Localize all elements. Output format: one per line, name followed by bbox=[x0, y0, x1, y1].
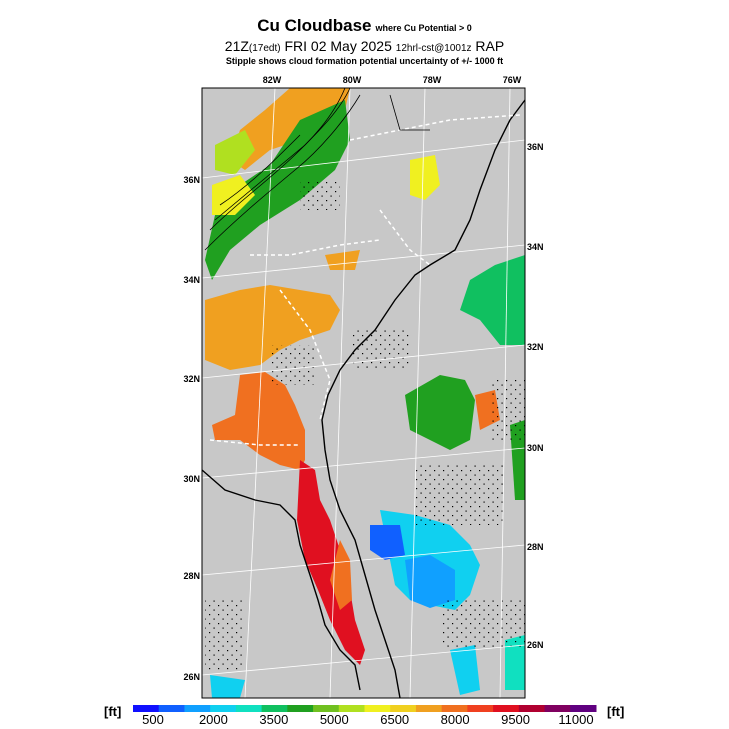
valid-date: FRI 02 May 2025 bbox=[284, 38, 392, 54]
cloudbase-fl-cape bbox=[370, 525, 405, 560]
colorbar-label: 8000 bbox=[440, 712, 470, 727]
colorbar-swatch bbox=[261, 705, 288, 712]
colorbar-swatch bbox=[390, 705, 417, 712]
lat-label: 28N bbox=[527, 542, 544, 552]
valid-hour: 21Z bbox=[224, 38, 249, 54]
lat-label: 36N bbox=[183, 175, 200, 185]
lat-labels-left: 36N 34N 32N 30N 28N 26N bbox=[183, 175, 200, 682]
lat-labels-right: 36N 34N 32N 30N 28N 26N bbox=[527, 142, 544, 650]
lat-label: 32N bbox=[527, 342, 544, 352]
colorbar-swatch bbox=[338, 705, 365, 712]
model-name: RAP bbox=[475, 38, 505, 54]
lat-label: 36N bbox=[527, 142, 544, 152]
lon-labels-top: 82W 80W 78W 76W bbox=[263, 75, 522, 85]
colorbar-swatch bbox=[570, 705, 597, 712]
colorbar-label: 5000 bbox=[319, 712, 349, 727]
colorbar-swatch bbox=[210, 705, 237, 712]
cloudbase-ga-sc bbox=[205, 285, 340, 370]
cloudbase-fl-peninsula bbox=[297, 460, 365, 665]
chart-title: Cu Cloudbase where Cu Potential > 0 bbox=[0, 16, 729, 36]
cloudbase-nc-piedmont bbox=[205, 100, 350, 280]
lat-label: 30N bbox=[527, 443, 544, 453]
colorbar-unit-left: [ft] bbox=[104, 704, 122, 719]
lat-label: 28N bbox=[183, 571, 200, 581]
valid-time-line: 21Z(17edt) FRI 02 May 2025 12hrl-cst@100… bbox=[0, 38, 729, 54]
state-borders bbox=[209, 114, 521, 446]
lat-label: 34N bbox=[527, 242, 544, 252]
colorbar-swatch bbox=[364, 705, 391, 712]
cloudbase-nc-mountains bbox=[230, 88, 350, 170]
lat-label: 34N bbox=[183, 275, 200, 285]
lat-label: 26N bbox=[183, 672, 200, 682]
colorbar-label: 3500 bbox=[259, 712, 289, 727]
title-note: where Cu Potential > 0 bbox=[375, 23, 472, 33]
cloudbase-atlantic-offshore bbox=[460, 255, 525, 345]
colorbar-swatch bbox=[184, 705, 211, 712]
local-time: (17edt) bbox=[248, 43, 281, 54]
colorbar-swatch bbox=[313, 705, 340, 712]
graticule bbox=[202, 88, 525, 698]
colorbar-label: 500 bbox=[142, 712, 164, 727]
init-info: 12hrl-cst@1001z bbox=[395, 43, 472, 54]
colorbar-swatch bbox=[493, 705, 520, 712]
lon-label: 78W bbox=[423, 75, 442, 85]
colorbar bbox=[133, 705, 597, 712]
lat-label: 30N bbox=[183, 474, 200, 484]
lon-label: 82W bbox=[263, 75, 282, 85]
lat-label: 26N bbox=[527, 640, 544, 650]
colorbar-swatch bbox=[287, 705, 314, 712]
colorbar-swatch bbox=[415, 705, 443, 712]
map-frame bbox=[201, 87, 526, 699]
coastline bbox=[202, 99, 525, 698]
cloudbase-fields bbox=[205, 88, 525, 698]
stipple-areas bbox=[205, 180, 525, 670]
colorbar-swatch bbox=[235, 705, 263, 712]
terrain-contours bbox=[204, 88, 430, 251]
colorbar-swatch bbox=[518, 705, 546, 712]
colorbar-label: 6500 bbox=[380, 712, 410, 727]
lon-label: 76W bbox=[503, 75, 522, 85]
title-text: Cu Cloudbase bbox=[257, 16, 372, 35]
stipple-note: Stipple shows cloud formation potential … bbox=[225, 56, 504, 66]
colorbar-swatch bbox=[544, 705, 571, 712]
lon-label: 80W bbox=[343, 75, 362, 85]
colorbar-swatch bbox=[133, 705, 160, 712]
lat-label: 32N bbox=[183, 374, 200, 384]
colorbar-swatch bbox=[441, 705, 468, 712]
colorbar-unit-right: [ft] bbox=[607, 704, 625, 719]
colorbar-label: 11000 bbox=[558, 712, 594, 727]
colorbar-label: 2000 bbox=[198, 712, 228, 727]
colorbar-swatch bbox=[467, 705, 494, 712]
colorbar-swatch bbox=[158, 705, 185, 712]
colorbar-label: 9500 bbox=[501, 712, 531, 727]
